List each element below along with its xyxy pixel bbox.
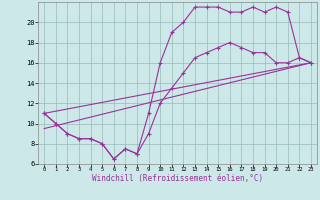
X-axis label: Windchill (Refroidissement éolien,°C): Windchill (Refroidissement éolien,°C)	[92, 174, 263, 183]
